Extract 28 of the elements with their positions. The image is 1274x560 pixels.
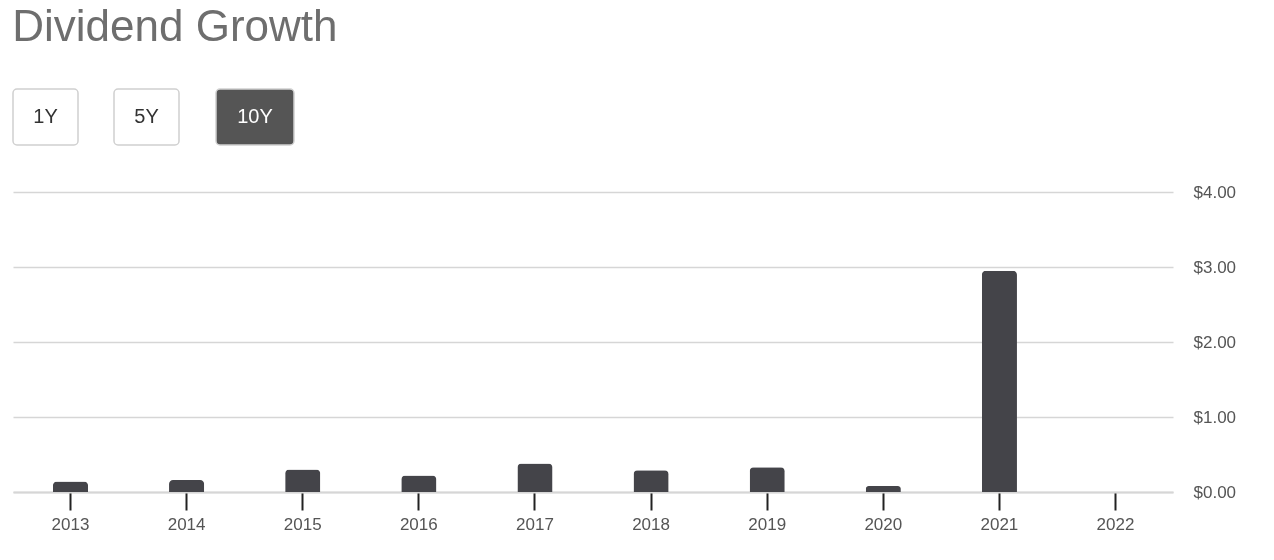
x-tick-label: 2013 <box>51 514 90 534</box>
x-tick-label: 2016 <box>399 514 438 534</box>
x-tick-label: 2019 <box>748 514 787 534</box>
chart-title: Dividend Growth <box>12 1 338 51</box>
x-tick-label: 2021 <box>980 514 1019 534</box>
bar <box>401 475 437 492</box>
bar <box>517 463 553 492</box>
y-tick-label: $2.00 <box>1193 332 1237 352</box>
bar <box>633 470 669 492</box>
x-tick-label: 2020 <box>864 514 903 534</box>
text: 10Y <box>237 105 273 127</box>
x-tick-label: 2015 <box>283 514 322 534</box>
y-tick-label: $4.00 <box>1193 182 1237 202</box>
bar <box>52 481 89 492</box>
text: 5Y <box>134 105 159 127</box>
bar <box>285 469 321 492</box>
y-tick-label: $3.00 <box>1193 257 1237 277</box>
bar <box>865 486 901 492</box>
bar <box>981 270 1017 492</box>
x-tick-label: 2018 <box>632 514 670 534</box>
bar <box>749 467 785 492</box>
x-tick-label: 2022 <box>1096 514 1135 534</box>
y-tick-label: $0.00 <box>1193 482 1237 502</box>
text: 1Y <box>33 105 58 127</box>
x-tick-label: 2017 <box>516 514 554 534</box>
y-tick-label: $1.00 <box>1193 407 1237 427</box>
x-tick-label: 2014 <box>167 514 206 534</box>
bar <box>169 480 205 492</box>
